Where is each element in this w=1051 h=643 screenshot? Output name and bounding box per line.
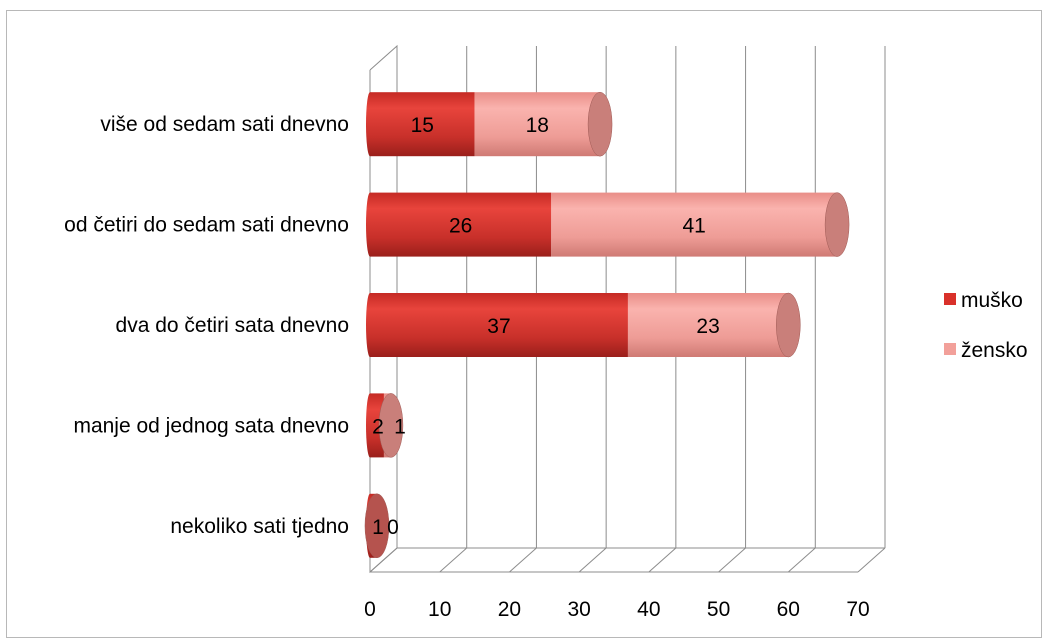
floor-line xyxy=(509,547,537,573)
floor-line xyxy=(718,547,746,573)
x-tick-label: 10 xyxy=(428,598,451,621)
x-tick-label: 70 xyxy=(846,598,869,621)
bar-start-cap xyxy=(366,192,374,257)
x-tick-label: 60 xyxy=(777,598,800,621)
category-label: dva do četiri sata dnevno xyxy=(116,314,349,337)
floor-line xyxy=(648,547,677,573)
floor-line xyxy=(857,547,886,573)
category-label: nekoliko sati tjedno xyxy=(170,515,349,538)
x-tick-label: 30 xyxy=(567,598,590,621)
legend-swatch xyxy=(944,293,956,305)
floor-line xyxy=(439,547,468,573)
legend-swatch xyxy=(944,343,956,355)
x-tick-label: 20 xyxy=(498,598,521,621)
data-label: 0 xyxy=(387,516,399,539)
data-label: 37 xyxy=(487,315,510,338)
bar-start-cap xyxy=(366,393,374,458)
category-label: od četiri do sedam sati dnevno xyxy=(64,214,349,237)
data-label: 41 xyxy=(682,215,705,238)
bar-segment-muško xyxy=(370,293,628,357)
bars xyxy=(364,91,850,559)
data-label: 18 xyxy=(526,114,549,137)
labels: više od sedam sati dnevno 15 18 od četiri d… xyxy=(64,113,720,539)
bar-end-cap xyxy=(776,292,801,358)
bar-segment-muško xyxy=(370,192,552,257)
bar-end-cap xyxy=(824,192,850,257)
data-label: 26 xyxy=(449,215,472,238)
data-label: 1 xyxy=(394,415,406,438)
floor-line xyxy=(578,547,607,573)
x-tick-label: 50 xyxy=(707,598,730,621)
bar-end-cap xyxy=(364,493,390,559)
data-label: 2 xyxy=(372,415,384,438)
data-label: 15 xyxy=(411,114,434,137)
bar-segment-žensko xyxy=(474,92,601,157)
floor-line xyxy=(787,547,816,573)
legend: muško žensko xyxy=(944,289,1028,362)
category-label: više od sedam sati dnevno xyxy=(100,113,349,136)
bar-start-cap xyxy=(366,293,374,357)
bar-segment-žensko xyxy=(551,192,838,257)
data-label: 23 xyxy=(696,315,719,338)
x-tick-label: 40 xyxy=(637,598,660,621)
bar-end-cap xyxy=(378,393,404,458)
bar-segment-muško xyxy=(370,92,475,157)
bar-segment-žensko xyxy=(627,293,789,357)
bar-start-cap xyxy=(366,92,374,157)
x-tick-label: 0 xyxy=(364,598,376,621)
category-label: manje od jednog sata dnevno xyxy=(73,414,349,437)
legend-label: žensko xyxy=(961,339,1028,362)
data-label: 1 xyxy=(372,516,384,539)
legend-label: muško xyxy=(961,289,1023,312)
bar-end-cap xyxy=(587,91,613,157)
